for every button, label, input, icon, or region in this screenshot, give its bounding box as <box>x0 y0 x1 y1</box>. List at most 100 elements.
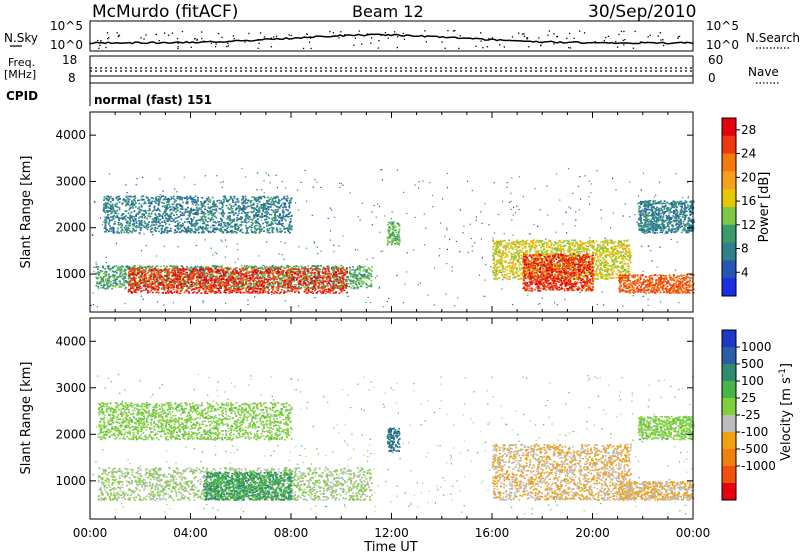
heatmap-cell <box>93 271 95 273</box>
heatmap-cell <box>222 181 224 183</box>
heatmap-cell <box>529 233 531 235</box>
heatmap-cell <box>258 209 261 211</box>
heatmap-cell <box>287 283 289 285</box>
heatmap-cell <box>316 181 318 183</box>
heatmap-cell <box>194 209 196 211</box>
heatmap-cell <box>147 283 150 286</box>
heatmap-cell <box>242 281 244 284</box>
heatmap-cell <box>214 279 217 282</box>
heatmap-cell <box>112 229 115 231</box>
heatmap-cell <box>236 214 239 217</box>
heatmap-cell <box>232 211 235 214</box>
heatmap-cell <box>262 222 265 225</box>
heatmap-cell <box>283 212 285 214</box>
heatmap-cell <box>153 224 156 227</box>
heatmap-cell <box>150 197 153 199</box>
heatmap-cell <box>249 288 251 290</box>
heatmap-cell <box>271 269 273 271</box>
heatmap-cell <box>193 231 196 233</box>
heatmap-cell <box>347 295 349 297</box>
heatmap-cell <box>220 213 223 216</box>
heatmap-cell <box>202 281 204 284</box>
heatmap-cell <box>137 289 140 291</box>
heatmap-cell <box>293 268 296 271</box>
heatmap-cell <box>244 195 247 198</box>
heatmap-cell <box>230 286 233 288</box>
heatmap-cell <box>574 225 576 227</box>
heatmap-cell <box>178 275 181 277</box>
heatmap-cell <box>568 206 570 208</box>
heatmap-cell <box>287 212 290 215</box>
heatmap-cell <box>277 274 280 276</box>
heatmap-cell <box>237 228 240 230</box>
heatmap-cell <box>189 279 192 281</box>
heatmap-cell <box>414 216 416 218</box>
heatmap-cell <box>283 275 286 278</box>
heatmap-cell <box>128 273 130 276</box>
heatmap-cell <box>539 209 541 211</box>
heatmap-cell <box>251 219 254 221</box>
heatmap-cell <box>114 274 117 276</box>
heatmap-cell <box>256 288 259 290</box>
heatmap-cell <box>133 273 136 276</box>
heatmap-cell <box>234 276 237 278</box>
heatmap-cell <box>172 279 174 281</box>
heatmap-cell <box>610 227 612 229</box>
heatmap-cell <box>131 284 134 286</box>
heatmap-cell <box>138 282 141 284</box>
heatmap-cell <box>263 192 265 194</box>
heatmap-cell <box>121 229 124 232</box>
heatmap-cell <box>339 286 341 289</box>
heatmap-cell <box>175 273 177 275</box>
heatmap-cell <box>357 249 359 251</box>
heatmap-cell <box>224 228 226 231</box>
heatmap-cell <box>244 232 247 234</box>
heatmap-cell <box>137 284 140 287</box>
heatmap-cell <box>118 195 121 198</box>
heatmap-cell <box>154 289 156 291</box>
heatmap-cell <box>121 203 123 205</box>
heatmap-cell <box>202 300 204 302</box>
heatmap-cell <box>211 270 213 272</box>
heatmap-cell <box>237 272 240 275</box>
heatmap-cell <box>207 281 210 284</box>
heatmap-cell <box>587 246 589 248</box>
heatmap-cell <box>255 265 257 268</box>
heatmap-cell <box>381 179 383 181</box>
heatmap-cell <box>167 285 169 287</box>
heatmap-cell <box>224 275 227 278</box>
heatmap-cell <box>196 276 198 279</box>
heatmap-cell <box>187 287 189 290</box>
heatmap-cell <box>200 208 203 211</box>
heatmap-cell <box>545 238 547 240</box>
heatmap-cell <box>222 281 225 283</box>
heatmap-cell <box>262 210 265 212</box>
heatmap-cell <box>202 222 204 225</box>
heatmap-cell <box>207 288 210 290</box>
heatmap-cell <box>268 232 271 234</box>
heatmap-cell <box>157 268 159 270</box>
heatmap-cell <box>290 225 293 227</box>
heatmap-cell <box>186 200 189 202</box>
heatmap-cell <box>129 224 131 227</box>
heatmap-cell <box>281 279 284 282</box>
heatmap-cell <box>206 278 209 280</box>
heatmap-cell <box>125 218 127 221</box>
heatmap-cell <box>260 196 262 199</box>
heatmap-cell <box>293 284 296 286</box>
heatmap-cell <box>279 205 282 207</box>
heatmap-cell <box>231 291 233 294</box>
heatmap-cell <box>156 290 159 293</box>
heatmap-cell <box>286 271 289 274</box>
heatmap-cell <box>230 277 233 279</box>
heatmap-cell <box>201 279 204 281</box>
heatmap-cell <box>112 227 115 230</box>
heatmap-cell <box>208 275 211 278</box>
heatmap-cell <box>115 197 118 200</box>
heatmap-cell <box>234 282 237 284</box>
heatmap-cell <box>284 300 286 302</box>
heatmap-cell <box>305 279 308 282</box>
heatmap-cell <box>273 196 275 199</box>
heatmap-cell <box>263 204 265 207</box>
heatmap-cell <box>641 245 643 247</box>
